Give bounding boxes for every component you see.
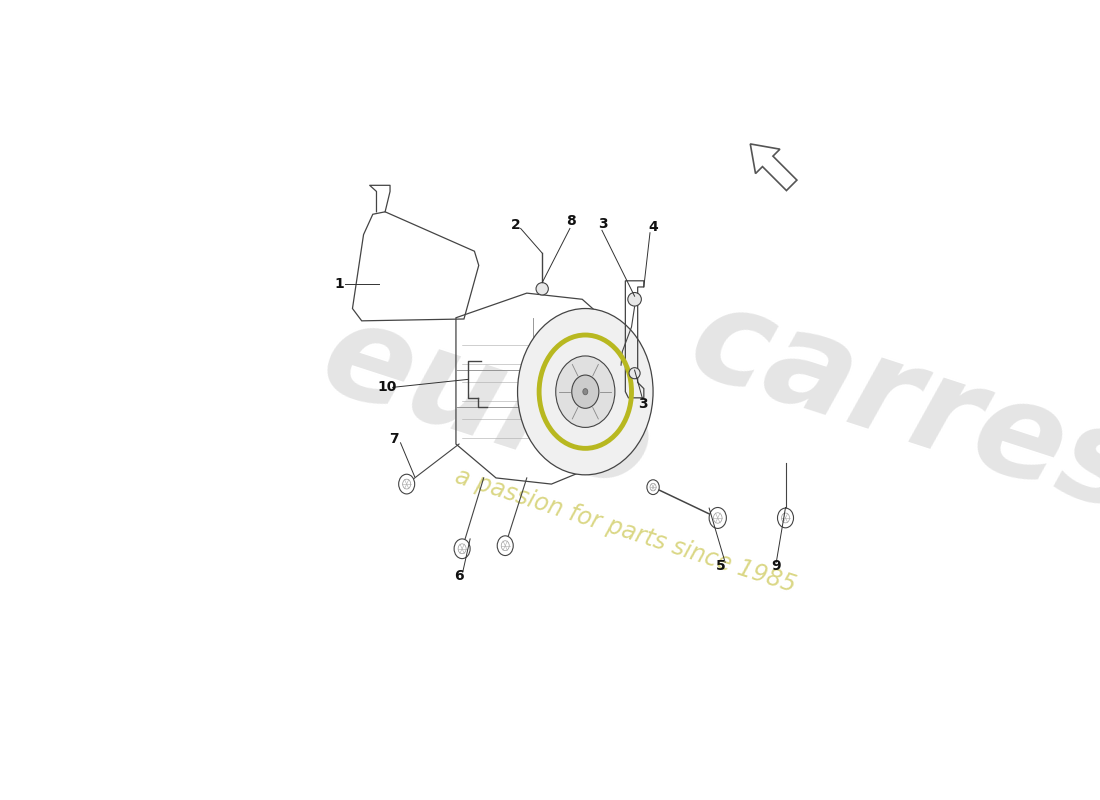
- Ellipse shape: [629, 368, 640, 378]
- Ellipse shape: [497, 536, 514, 555]
- Ellipse shape: [398, 474, 415, 494]
- Text: 3: 3: [638, 397, 648, 411]
- Text: 2: 2: [510, 218, 520, 232]
- Ellipse shape: [572, 375, 598, 408]
- Text: 8: 8: [566, 214, 576, 228]
- Text: 6: 6: [454, 570, 464, 583]
- Ellipse shape: [454, 539, 470, 558]
- Ellipse shape: [583, 389, 587, 394]
- Ellipse shape: [647, 480, 659, 494]
- Text: 4: 4: [648, 220, 658, 234]
- Text: euro: euro: [307, 291, 669, 517]
- Text: a passion for parts since 1985: a passion for parts since 1985: [452, 464, 799, 597]
- Text: 3: 3: [597, 217, 607, 231]
- Text: 9: 9: [771, 559, 781, 573]
- Text: 1: 1: [334, 277, 344, 291]
- Ellipse shape: [536, 282, 548, 295]
- Polygon shape: [750, 144, 796, 190]
- Ellipse shape: [778, 508, 793, 528]
- Ellipse shape: [628, 293, 641, 306]
- Ellipse shape: [556, 356, 615, 427]
- Text: 5: 5: [716, 559, 726, 573]
- Text: 10: 10: [377, 380, 397, 394]
- Ellipse shape: [710, 507, 726, 529]
- Ellipse shape: [517, 309, 653, 475]
- Text: carres: carres: [674, 274, 1100, 539]
- Text: 7: 7: [389, 432, 399, 446]
